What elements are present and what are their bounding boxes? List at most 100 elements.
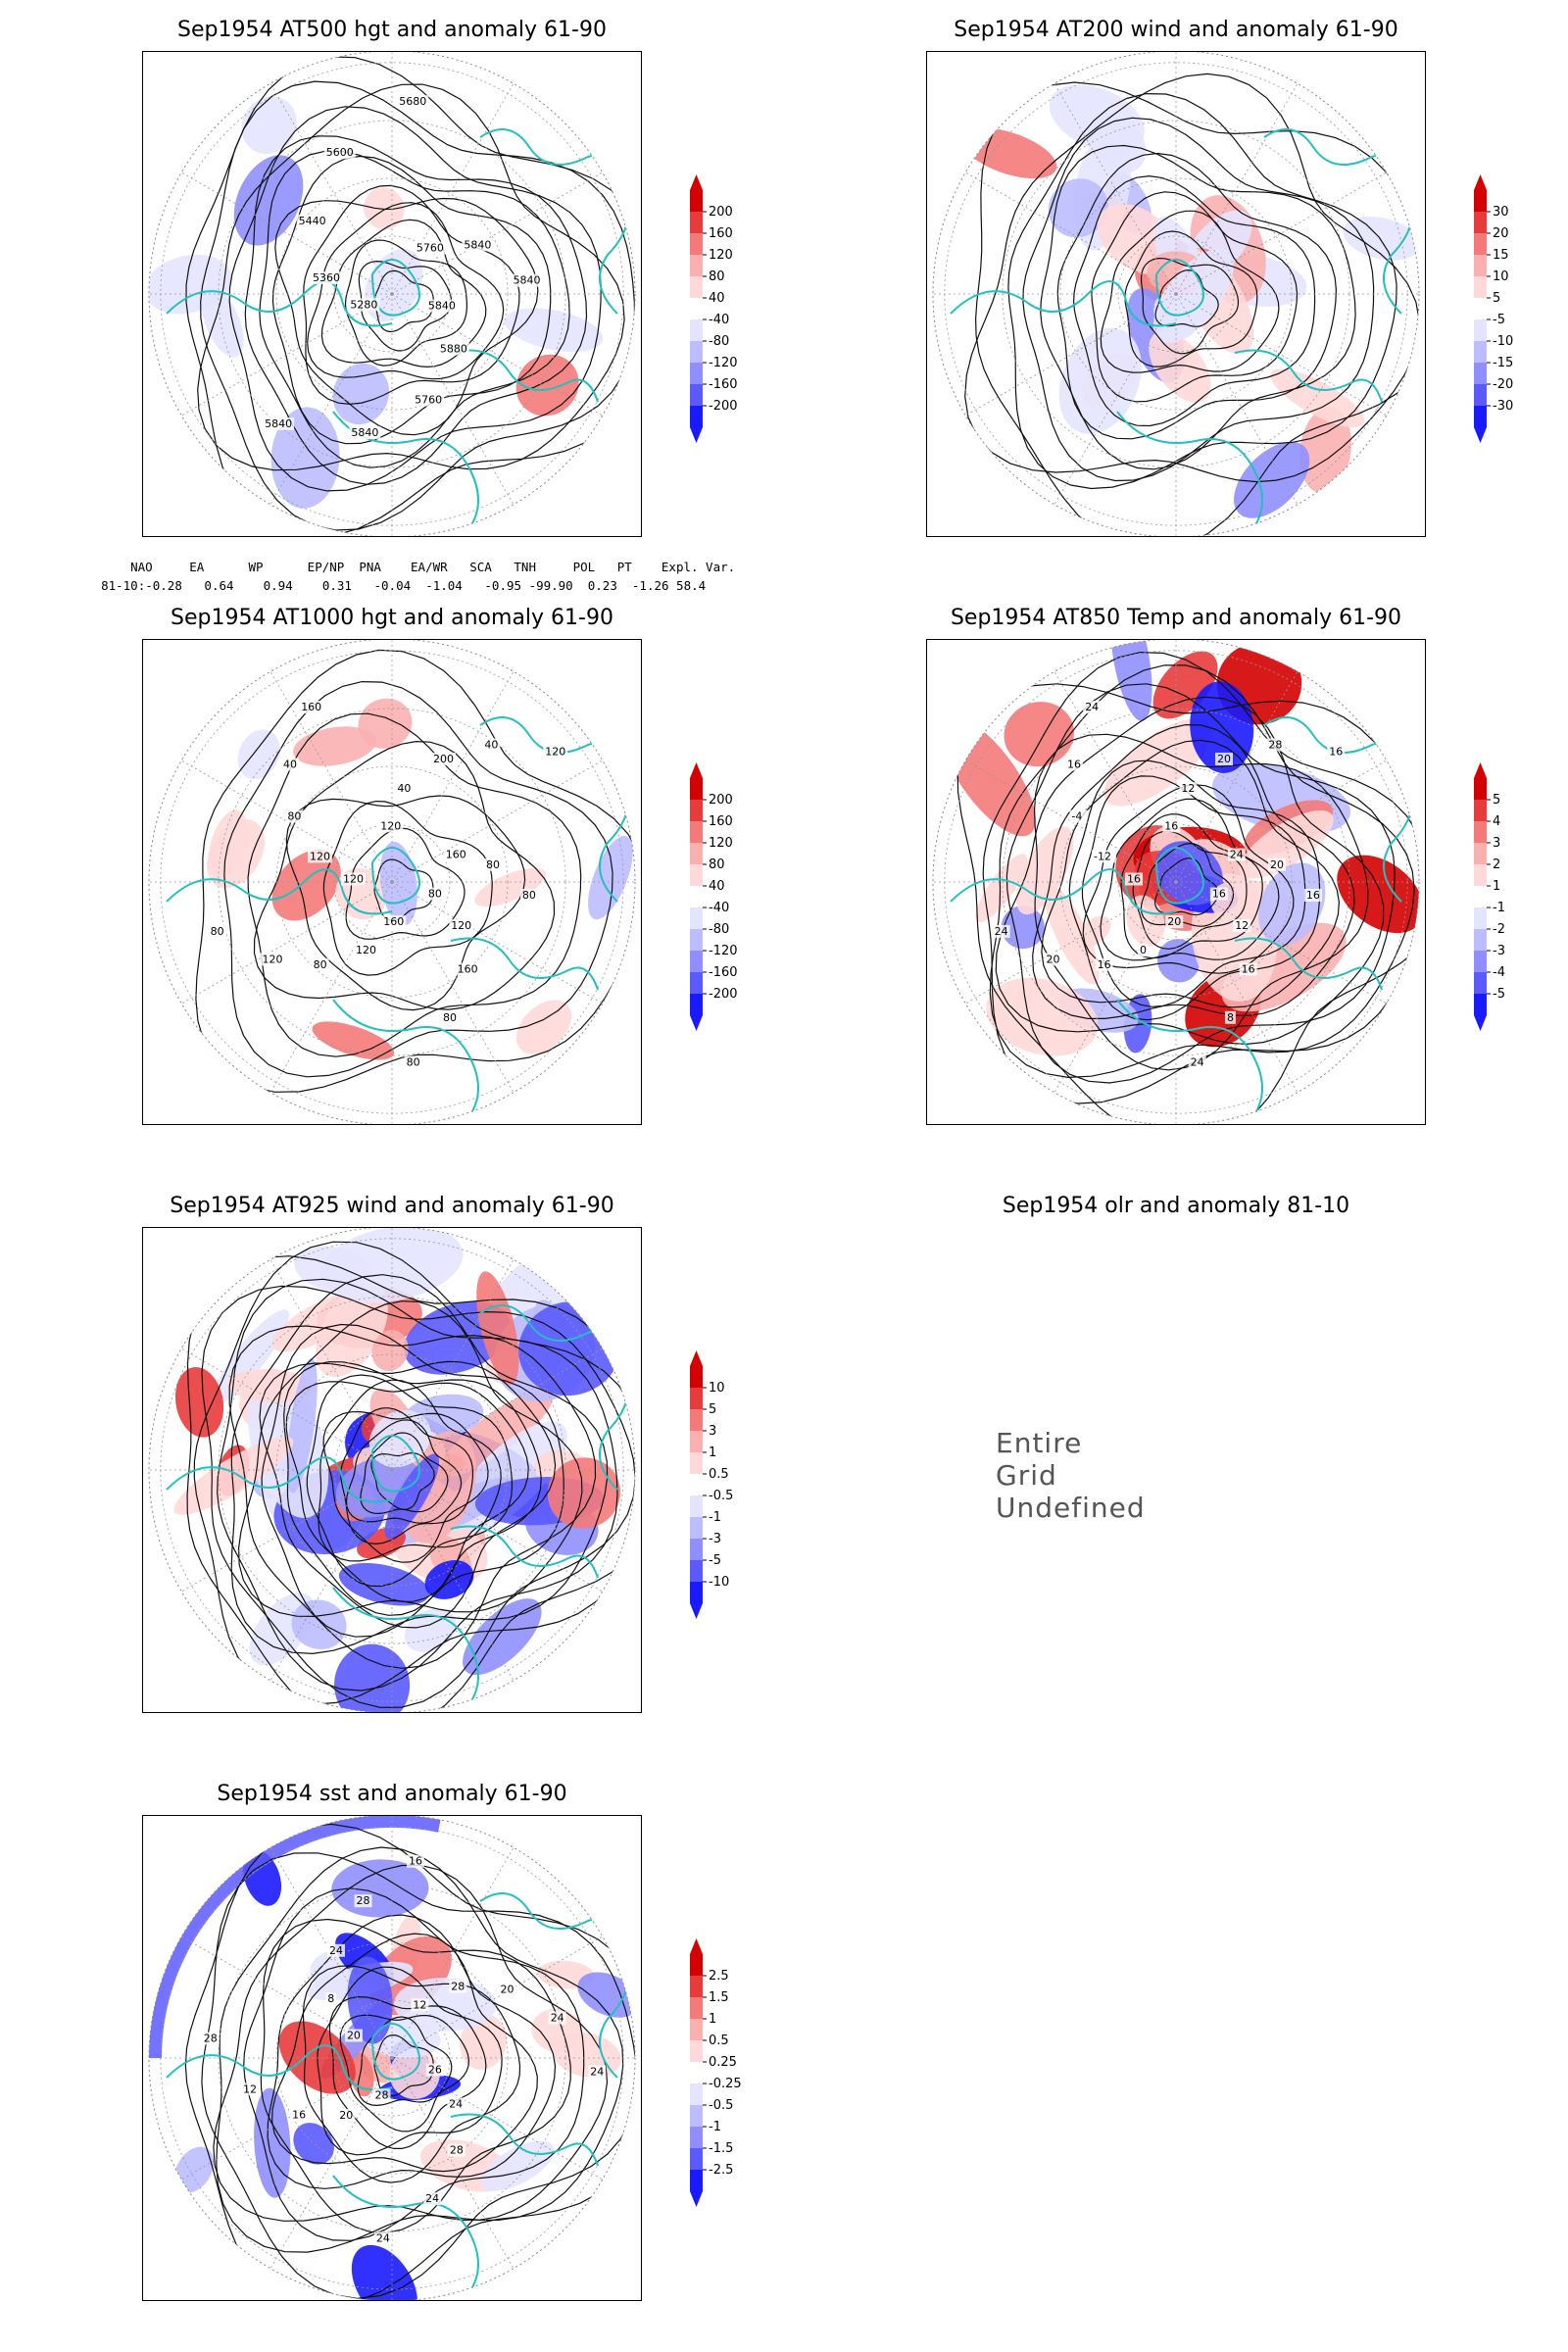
colorbar-swatch	[690, 800, 703, 821]
coastline	[1116, 411, 1263, 536]
contour-line	[1120, 813, 1263, 959]
positive-anomaly-region	[515, 354, 579, 416]
contour-label: 40	[283, 758, 297, 770]
coastline	[1116, 999, 1263, 1124]
colorbar-tick-label: 40	[709, 291, 725, 306]
panel-title: Sep1954 AT925 wind and anomaly 61-90	[170, 1194, 614, 1218]
contour-label: 120	[356, 944, 376, 956]
contour-label: 16	[292, 2108, 306, 2121]
colorbar-tick-label: 200	[709, 793, 733, 808]
contour-label: 16	[1242, 962, 1255, 975]
contour-label-bg	[1224, 1010, 1236, 1024]
contour-label: 16	[1306, 889, 1320, 902]
map-boundary	[932, 52, 1420, 536]
negative-anomaly-region	[237, 729, 280, 780]
colorbar-tick-label: -30	[1493, 399, 1513, 414]
contour-label-bg	[1227, 848, 1246, 861]
panel-title: Sep1954 AT1000 hgt and anomaly 61-90	[171, 606, 613, 630]
colorbar-swatch	[690, 2083, 703, 2105]
colorbar-tick-label: -2	[1493, 922, 1505, 937]
contour-label-bg	[308, 850, 333, 863]
contour-line	[1132, 830, 1248, 950]
colorbar-arrow-top	[690, 1350, 703, 1366]
positive-anomaly-region	[1044, 884, 1100, 985]
colorbar-tick-label: 160	[709, 814, 733, 829]
colorbar-swatch	[1474, 778, 1487, 800]
colorbar-swatch	[690, 2040, 703, 2062]
colorbar-arrow-bottom	[690, 1015, 703, 1031]
contour-label: 80	[314, 958, 327, 971]
contour-line	[370, 1451, 435, 1510]
contour-label-bg	[348, 298, 380, 312]
latitude-circle	[333, 1999, 451, 2117]
colorbar-tick-label: 80	[709, 858, 725, 872]
colorbar-swatch	[1474, 406, 1487, 427]
positive-anomaly-region	[986, 977, 1099, 1056]
negative-anomaly-region	[1156, 939, 1200, 983]
polar-map-canvas: 80 120 160 80 80 160 120 80 120 80 120 120 80 40 160 12…	[148, 640, 636, 1124]
latitude-circle	[218, 120, 566, 468]
colorbar-swatch	[690, 276, 703, 298]
contour-label-bg	[1125, 872, 1144, 886]
contour-line	[318, 1379, 502, 1562]
negative-anomaly-region	[293, 2123, 334, 2165]
contour-label: 16	[1212, 888, 1226, 901]
coastline	[371, 2023, 420, 2081]
panel-title: Sep1954 AT200 wind and anomaly 61-90	[954, 18, 1398, 42]
coastline	[332, 2175, 479, 2300]
colorbar-swatch	[1474, 190, 1487, 212]
contour-label-bg	[519, 888, 538, 902]
contour-label-bg	[431, 753, 457, 766]
colorbar-swatch	[1474, 972, 1487, 994]
contour-label: 80	[407, 1055, 420, 1068]
positive-anomaly-region	[293, 726, 377, 766]
contour-label: 5600	[326, 146, 354, 159]
negative-anomaly-region	[241, 96, 297, 154]
contour-label-bg	[263, 416, 295, 430]
meridian-line	[391, 671, 514, 883]
coastline	[332, 999, 479, 1124]
contour-label-bg	[462, 238, 494, 252]
contour-label-bg	[397, 95, 429, 109]
contour-label: 20	[347, 2030, 361, 2042]
contour-label-bg	[425, 887, 444, 901]
contour-label-bg	[437, 342, 469, 356]
contour-line	[259, 1360, 557, 1629]
meridian-line	[181, 760, 393, 883]
meridian-line	[391, 293, 603, 416]
contour-label-bg	[447, 2143, 466, 2157]
coastline	[371, 847, 420, 905]
contour-line	[185, 56, 635, 536]
latitude-circle	[333, 823, 451, 941]
colorbar-swatch	[690, 843, 703, 864]
negative-anomaly-region	[463, 1598, 542, 1676]
colorbar-swatch	[690, 2105, 703, 2127]
contour-line	[345, 827, 466, 940]
polar-map-canvas	[148, 1228, 636, 1712]
colorbar-swatch	[690, 2127, 703, 2148]
contour-label: 24	[995, 925, 1008, 938]
contour-label-bg	[543, 745, 568, 759]
contour-line	[197, 83, 625, 471]
contour-line	[1082, 784, 1295, 974]
colorbar-swatch	[690, 341, 703, 363]
contour-line	[964, 73, 1419, 483]
contour-label: 5840	[428, 300, 456, 313]
contour-line	[307, 202, 505, 380]
negative-anomaly-region	[173, 2146, 215, 2193]
contour-label-bg	[326, 1943, 345, 1957]
negative-anomaly-region	[338, 1562, 430, 1606]
contour-line	[216, 1846, 624, 2253]
contour-label: 120	[263, 953, 283, 965]
latitude-circle	[1117, 823, 1235, 941]
contour-line	[217, 1278, 618, 1691]
colorbar-swatch	[690, 384, 703, 406]
negative-anomaly-region	[1154, 841, 1223, 906]
meridian-line	[391, 881, 603, 1004]
colorbar-swatch	[1474, 929, 1487, 951]
colorbar-arrow-bottom	[1474, 427, 1487, 443]
colorbar-tick-label: 30	[1493, 205, 1509, 220]
coastline	[1155, 847, 1204, 905]
contour-line	[320, 219, 487, 368]
colorbar-tick-label: 15	[1493, 248, 1509, 263]
